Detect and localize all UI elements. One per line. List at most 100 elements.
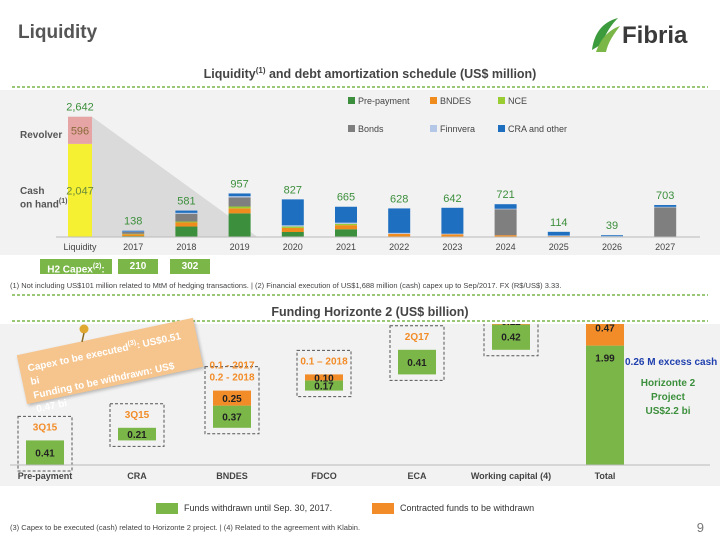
h2-capex-2017: 210 <box>118 259 158 274</box>
total-label-2021: 665 <box>337 192 355 204</box>
funding-x-tick-3: FDCO <box>311 471 337 481</box>
revolver-label: Revolver <box>20 130 63 141</box>
funding-bar-withdrawn-0 <box>26 440 64 465</box>
top-chart: 2,047 596 2,642 138 581 957 827 665 628 642 721 114… <box>56 96 700 252</box>
x-tick-2021: 2021 <box>336 242 356 252</box>
legend-swatch-1 <box>430 97 437 104</box>
funding-bar-contracted-2 <box>213 390 251 406</box>
page-title: Liquidity <box>18 22 98 43</box>
project-line-2: Project <box>651 392 685 403</box>
legend-label-4: Finnvera <box>440 124 475 134</box>
bar-seg-2020-5 <box>281 199 304 226</box>
funding-value-contracted-3: 0.10 <box>314 373 334 384</box>
funding-value-withdrawn-6: 1.99 <box>595 354 615 365</box>
funding-value-withdrawn-0: 0.41 <box>35 448 55 459</box>
pushpin-icon <box>79 324 89 342</box>
total-label-2026: 39 <box>606 220 618 232</box>
period-label-1-0: 3Q15 <box>125 410 150 421</box>
top-chart-title-main: Liquidity <box>203 67 256 82</box>
bar-seg-2023-5 <box>441 207 464 234</box>
bar-seg-2019-4 <box>228 196 251 198</box>
bar-cash-on-hand <box>68 143 92 237</box>
x-tick-2018: 2018 <box>176 242 196 252</box>
legend-swatch-4 <box>430 125 437 132</box>
funding-bar-withdrawn-1 <box>118 427 156 441</box>
funding-bar-contracted-3 <box>305 374 343 381</box>
project-label: Horizonte 2 Project US$2.2 bi <box>628 377 708 419</box>
top-chart-panel <box>0 90 720 255</box>
leaf-icon <box>592 18 620 52</box>
funding-x-tick-0: Pre-payment <box>18 471 73 481</box>
total-label-2025: 114 <box>550 217 568 229</box>
bar-seg-2018-1 <box>175 222 198 227</box>
x-tick-2027: 2027 <box>655 242 675 252</box>
x-tick-2017: 2017 <box>123 242 143 252</box>
bar-seg-2021-4 <box>335 222 357 224</box>
bar-seg-2021-2 <box>335 223 357 226</box>
funding-dashed-box-0 <box>17 415 73 472</box>
cash-label-2-text: on hand <box>20 199 59 211</box>
bar-seg-2022-4 <box>388 232 411 234</box>
legend-withdrawn-swatch <box>156 503 178 514</box>
x-tick-2025: 2025 <box>549 242 569 252</box>
legend-label-2: NCE <box>508 96 527 106</box>
period-label-3-0: 0.1 – 2018 <box>300 356 348 367</box>
bar-seg-2024-3 <box>494 209 517 236</box>
h2-capex-label-suffix: : <box>101 264 105 276</box>
bar-seg-2020-4 <box>281 225 304 227</box>
top-divider <box>12 86 708 88</box>
funding-value-withdrawn-3: 0.17 <box>314 382 334 393</box>
logo-text: Fibria <box>622 22 688 49</box>
legend-contracted-label: Contracted funds to be withdrawn <box>400 503 535 513</box>
bar-seg-2019-5 <box>228 193 251 197</box>
project-line-1: Horizonte 2 <box>640 378 696 389</box>
bar-seg-2019-1 <box>228 208 251 214</box>
total-label-2020: 827 <box>284 184 302 196</box>
bar-seg-2027-3 <box>654 207 677 237</box>
top-chart-title: Liquidity(1) and debt amortization sched… <box>160 66 580 81</box>
bar-seg-2020-2 <box>281 226 304 228</box>
period-label-2-1: 0.2 - 2018 <box>209 373 254 384</box>
legend-label-3: Bonds <box>358 124 384 134</box>
bar-seg-2019-3 <box>228 197 251 207</box>
total-label-2019: 957 <box>230 178 248 190</box>
funding-value-withdrawn-4: 0.41 <box>407 358 427 369</box>
bar-seg-2024-1 <box>494 235 517 237</box>
x-tick-2026: 2026 <box>602 242 622 252</box>
page-number: 9 <box>696 520 704 535</box>
funding-value-contracted-2: 0.25 <box>222 394 242 405</box>
funding-dashed-box-4 <box>389 325 445 381</box>
bar-seg-2017-1 <box>122 234 145 237</box>
funding-dashed-box-3 <box>296 349 352 398</box>
total-label-2023: 642 <box>443 193 461 205</box>
bar-seg-2026-5 <box>601 235 623 237</box>
top-footnote: (1) Not including US$101 million related… <box>10 281 562 290</box>
x-tick-2022: 2022 <box>389 242 409 252</box>
bar-seg-2018-5 <box>175 210 198 213</box>
bottom-divider <box>12 320 708 322</box>
bar-seg-2023-1 <box>441 234 464 237</box>
h2-capex-label-text: H2 Capex <box>47 264 93 276</box>
bar-seg-2019-0 <box>228 213 251 237</box>
bar-seg-2021-0 <box>335 229 357 237</box>
legend-label-1: BNDES <box>440 96 471 106</box>
cash-label-sup: (1) <box>58 198 68 205</box>
bar-seg-2027-5 <box>654 205 677 207</box>
funding-dashed-box-5 <box>483 324 539 357</box>
x-tick-2020: 2020 <box>283 242 303 252</box>
h2-capex-label: H2 Capex(2): <box>40 259 112 276</box>
total-label-2024: 721 <box>496 189 514 201</box>
funding-value-contracted-6: 0.47 <box>595 324 615 334</box>
legend-label-0: Pre-payment <box>358 96 410 106</box>
bar-seg-2021-1 <box>335 225 357 230</box>
total-label-2017: 138 <box>124 216 142 228</box>
x-tick-2019: 2019 <box>230 242 250 252</box>
funding-bar-contracted-6 <box>586 324 624 346</box>
bar-seg-2018-4 <box>175 212 198 214</box>
total-label-2018: 581 <box>177 196 195 208</box>
funding-bar-withdrawn-3 <box>305 380 343 391</box>
funding-bar-withdrawn-2 <box>213 405 251 428</box>
bar-seg-2027-4 <box>654 206 677 208</box>
